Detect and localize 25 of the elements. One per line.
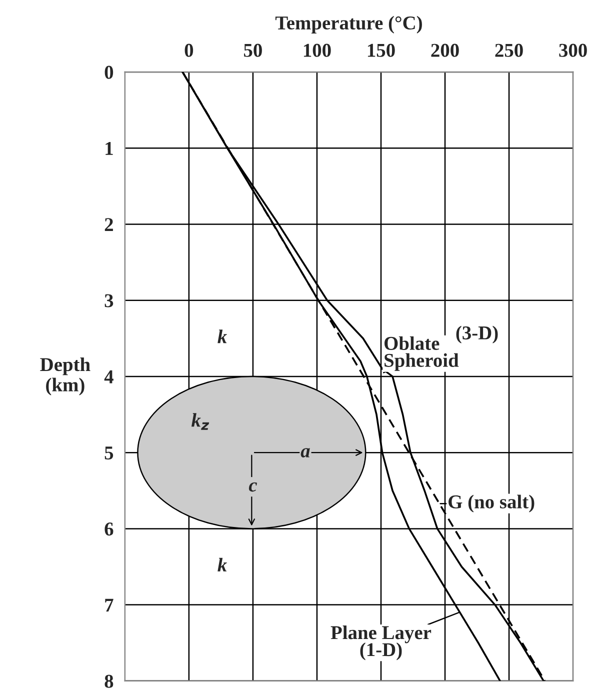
x-tick-label: 300 — [559, 44, 587, 57]
y-axis-title: Depth (km) — [40, 357, 90, 396]
annotation: k — [218, 558, 227, 572]
x-tick-label: 250 — [495, 44, 523, 57]
annotation: k$_{z}$ — [191, 413, 210, 430]
y-tick-label: 5 — [104, 446, 114, 460]
x-tick-label: 200 — [431, 44, 459, 57]
annotation: k — [218, 330, 227, 344]
x-tick-label: 50 — [244, 44, 262, 57]
x-tick-label: 150 — [368, 44, 395, 57]
y-tick-label: 0 — [104, 66, 114, 79]
y-tick-label: 3 — [104, 294, 114, 308]
y-tick-label: 1 — [106, 142, 113, 155]
series-label: Plane Layer (1-D) — [330, 626, 432, 660]
x-tick-label: 0 — [184, 44, 194, 57]
annotation: c — [248, 482, 257, 492]
annotation: a — [300, 448, 310, 458]
legend-label: G (no salt) — [448, 494, 534, 512]
y-tick-label: 7 — [105, 598, 114, 612]
y-tick-label: 6 — [104, 522, 114, 536]
y-tick-label: 4 — [104, 370, 114, 384]
y-tick-label: 8 — [104, 674, 114, 688]
y-tick-label: 2 — [104, 218, 113, 231]
x-tick-label: 100 — [304, 44, 331, 57]
x-axis-title: Temperature (°C) — [275, 16, 422, 34]
